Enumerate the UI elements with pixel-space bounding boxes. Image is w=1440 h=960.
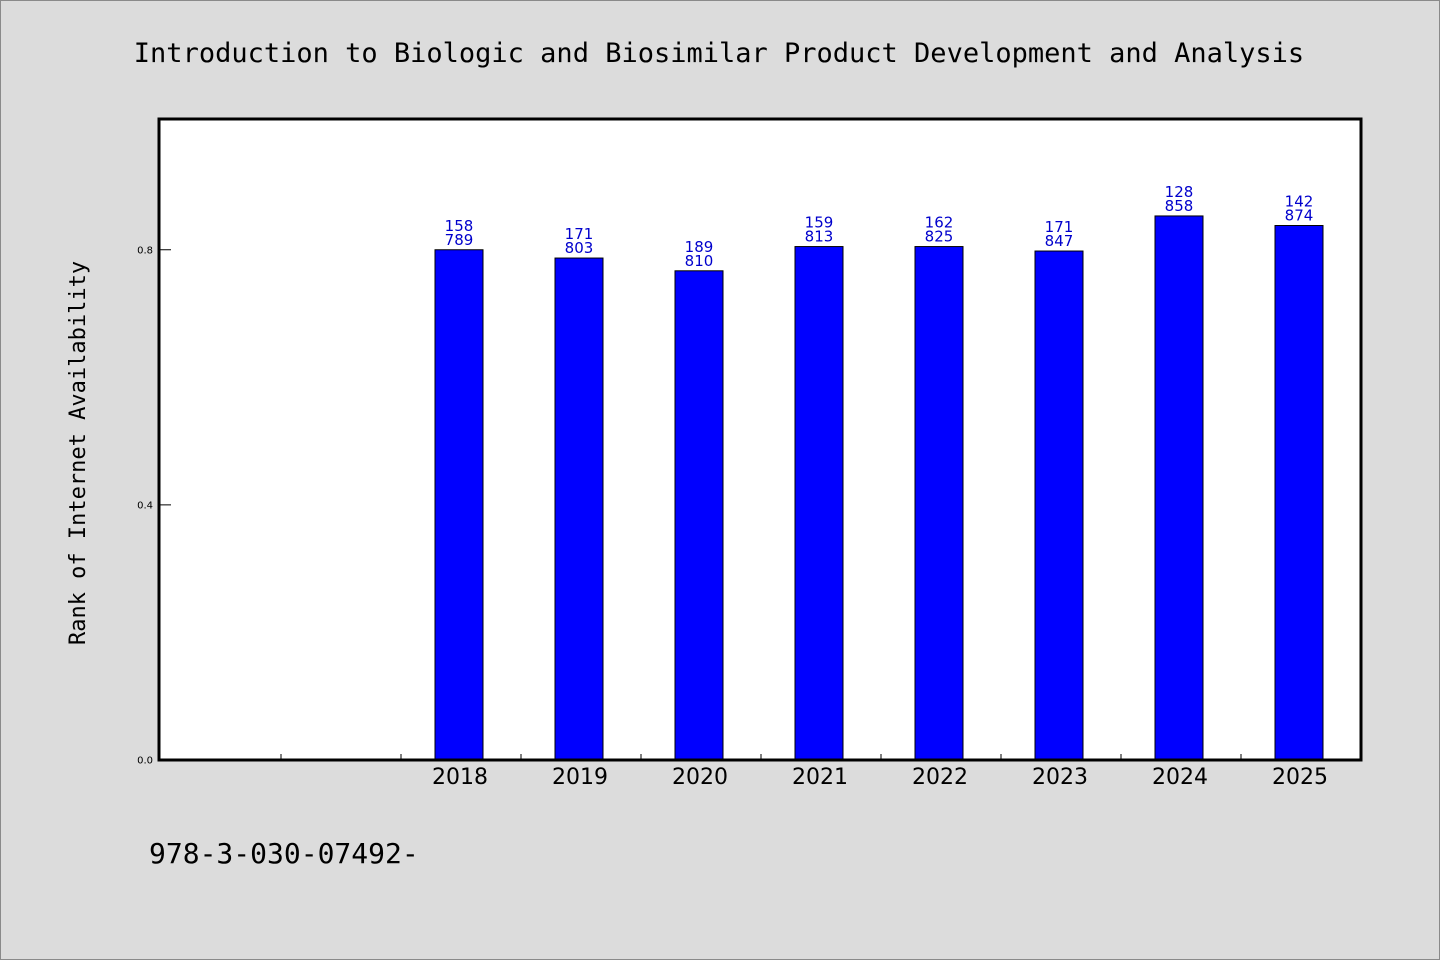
x-tick-label: 2022 [912, 765, 968, 790]
bar-2023 [1034, 250, 1084, 761]
bar-data-label-bottom: 810 [685, 252, 714, 270]
x-tick-label: 2020 [672, 765, 728, 790]
chart-title: Introduction to Biologic and Biosimilar … [134, 38, 1304, 69]
x-tick-label: 2023 [1032, 765, 1088, 790]
bar-2024 [1154, 215, 1204, 761]
bar-2020 [674, 270, 724, 761]
bar-2018 [434, 249, 484, 761]
bar-data-label-bottom: 858 [1165, 197, 1194, 215]
x-tick-label: 2021 [792, 765, 848, 790]
bar-data-label-bottom: 874 [1285, 207, 1314, 225]
bar-data-label-bottom: 825 [925, 228, 954, 246]
y-tick-label: 0.4 [137, 500, 153, 511]
y-tick-label: 0.8 [137, 245, 153, 256]
bar-data-label-top: 171 [565, 225, 594, 243]
x-tick-label: 2024 [1152, 765, 1208, 790]
bar-data-label-top: 159 [805, 214, 834, 232]
x-tick-label: 2018 [432, 765, 488, 790]
footer-isbn-text: 978-3-030-07492- [149, 837, 419, 870]
bar-data-label-top: 128 [1165, 183, 1194, 201]
bar-data-label-bottom: 803 [565, 239, 594, 257]
bar-data-label-bottom: 847 [1045, 232, 1074, 250]
bar-2022 [914, 246, 964, 761]
x-tick-label: 2019 [552, 765, 608, 790]
bar-data-label-top: 142 [1285, 193, 1314, 211]
bar-data-label-top: 162 [925, 214, 954, 232]
x-axis-tick-labels: 2018 2019 2020 2021 2022 2023 2024 2025 [432, 765, 1328, 790]
y-axis-label: Rank of Internet Availability [66, 261, 91, 645]
plot-frame [157, 117, 1363, 762]
bar-2025 [1274, 225, 1324, 761]
bar-data-label-top: 171 [1045, 218, 1074, 236]
bar-2019 [554, 257, 604, 761]
bar-data-label-top: 158 [445, 217, 474, 235]
y-tick-label: 0.0 [137, 756, 153, 767]
bar-series [434, 215, 1324, 761]
x-tick-label: 2025 [1272, 765, 1328, 790]
bar-2021 [794, 246, 844, 761]
bar-data-label-top: 189 [685, 238, 714, 256]
bar-data-label-bottom: 813 [805, 228, 834, 246]
bar-data-label-bottom: 789 [445, 231, 474, 249]
